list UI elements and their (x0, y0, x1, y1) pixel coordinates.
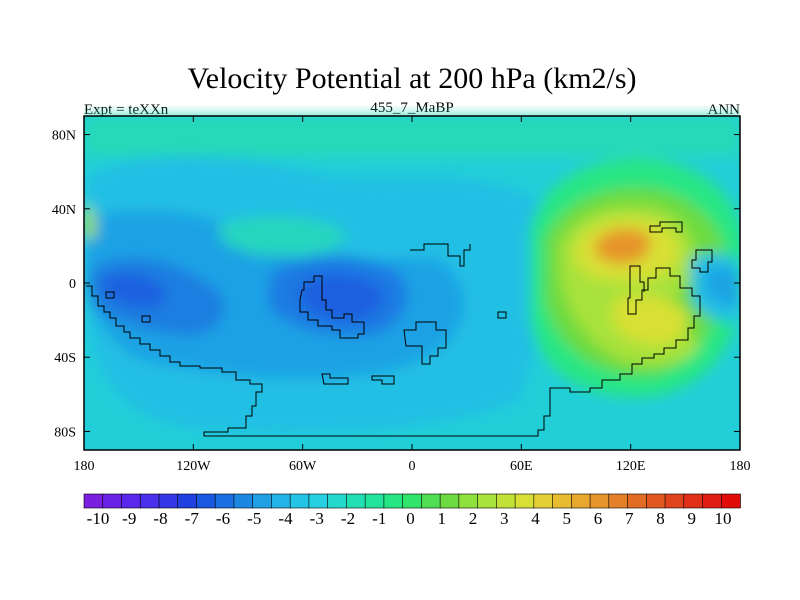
colorbar-label: 7 (625, 509, 634, 528)
colorbar-swatch (571, 493, 591, 509)
colorbar-label: -1 (372, 509, 386, 528)
colorbar-swatch (271, 493, 291, 509)
colorbar-label: -6 (216, 509, 230, 528)
right-subtitle: ANN (708, 102, 741, 118)
colorbar-swatch (83, 493, 104, 509)
x-axis: 180 120W 60W 0 60E 120E 180 (74, 116, 751, 474)
x-tick-label: 120W (176, 459, 211, 474)
colorbar-swatch (439, 493, 460, 509)
y-tick-label: 80S (54, 425, 76, 440)
colorbar-swatch (139, 493, 160, 509)
y-tick-label: 40S (54, 351, 76, 366)
x-tick-label: 60W (289, 459, 317, 474)
x-tick-label: 60E (510, 459, 533, 474)
colorbar-swatch (346, 493, 366, 509)
colorbar-swatch (702, 493, 723, 509)
colorbar-label: 9 (688, 509, 697, 528)
center-subtitle: 455_7_MaBP (370, 100, 453, 116)
colorbar-label: 2 (469, 509, 478, 528)
colorbar-swatch (421, 493, 441, 509)
colorbar-label: 3 (500, 509, 509, 528)
colorbar-swatch (608, 493, 629, 509)
colorbar-swatch (514, 493, 535, 509)
colorbar-swatch (552, 493, 573, 509)
colorbar-swatch (458, 493, 479, 509)
y-tick-label: 40N (52, 203, 76, 218)
colorbar-swatch (158, 493, 179, 509)
colorbar-swatch (252, 493, 273, 509)
colorbar-swatch (102, 493, 123, 509)
colorbar-swatch (683, 493, 704, 509)
colorbar-swatch (233, 493, 254, 509)
x-tick-label: 0 (409, 459, 416, 474)
colorbar-swatch (720, 493, 741, 509)
colorbar-swatch (364, 493, 385, 509)
colorbar-label: -8 (153, 509, 167, 528)
colorbar-swatch (627, 493, 648, 509)
colorbar-swatch (327, 493, 348, 509)
x-tick-label: 120E (616, 459, 646, 474)
colorbar-swatch (589, 493, 610, 509)
colorbar-swatch (383, 493, 404, 509)
colorbar-label: 0 (406, 509, 415, 528)
colorbar-label: 10 (715, 509, 732, 528)
colorbar-swatch (477, 493, 498, 509)
left-subtitle: Expt = teXXn (84, 102, 169, 118)
chart-title: Velocity Potential at 200 hPa (km2/s) (187, 62, 636, 95)
colorbar: -10 -9 -8 -7 -6 -5 -4 -3 -2 -1 0 1 2 3 4 5 6 7 8 9 10 (83, 493, 741, 528)
colorbar-swatch (289, 493, 310, 509)
colorbar-label: 8 (656, 509, 665, 528)
colorbar-swatch (308, 493, 329, 509)
colorbar-label: -2 (341, 509, 355, 528)
colorbar-label: -4 (278, 509, 293, 528)
colorbar-swatch (533, 493, 554, 509)
colorbar-label: -7 (185, 509, 200, 528)
colorbar-label: 5 (563, 509, 572, 528)
colorbar-label: -9 (122, 509, 136, 528)
colorbar-swatch (645, 493, 666, 509)
colorbar-label: 4 (531, 509, 540, 528)
y-tick-label: 0 (69, 277, 76, 292)
y-tick-label: 80N (52, 129, 76, 144)
colorbar-label: 6 (594, 509, 603, 528)
x-tick-label: 180 (74, 459, 95, 474)
colorbar-swatch (196, 493, 216, 509)
colorbar-swatch (496, 493, 516, 509)
colorbar-label: -5 (247, 509, 261, 528)
coastlines (86, 221, 713, 437)
y-axis: 80N 40N 0 40S 80S (52, 129, 740, 440)
map-panel (84, 116, 740, 450)
colorbar-label: -3 (310, 509, 324, 528)
colorbar-swatch (214, 493, 235, 509)
colorbar-swatch (664, 493, 685, 509)
colorbar-label: 1 (438, 509, 447, 528)
colorbar-swatch (177, 493, 198, 509)
colorbar-swatch (121, 493, 142, 509)
colorbar-swatch (402, 493, 423, 509)
x-tick-label: 180 (730, 459, 751, 474)
contour-field (84, 116, 740, 434)
colorbar-label: -10 (87, 509, 110, 528)
